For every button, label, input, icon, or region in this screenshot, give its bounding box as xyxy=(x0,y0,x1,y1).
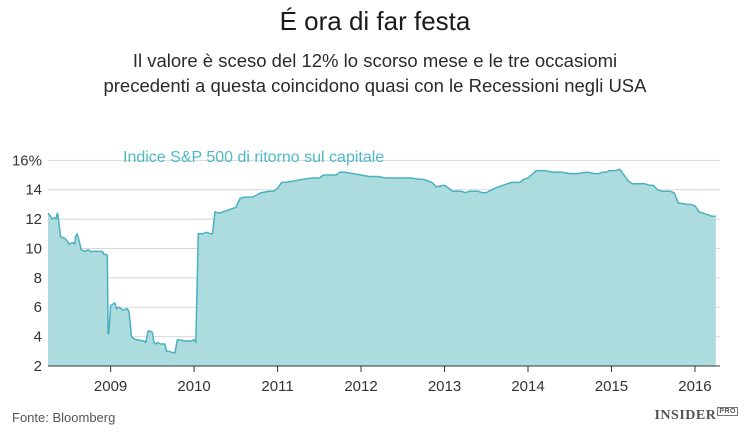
subtitle-line-2: precedenti a questa coincidono quasi con… xyxy=(103,75,647,96)
y-tick-label: 10 xyxy=(25,240,42,257)
y-tick-label: 12 xyxy=(25,211,42,228)
x-tick-label: 2014 xyxy=(511,378,544,395)
x-tick-label: 2013 xyxy=(428,378,461,395)
x-tick-label: 2011 xyxy=(261,378,293,395)
brand-logo: INSIDER PRO xyxy=(654,407,738,424)
chart-subtitle: Il valore è sceso del 12% lo scorso mese… xyxy=(0,48,750,98)
x-tick-label: 2010 xyxy=(177,378,210,395)
x-tick-label: 2012 xyxy=(344,378,377,395)
series-line xyxy=(47,168,716,354)
source-note: Fonte: Bloomberg xyxy=(12,410,116,425)
subtitle-line-1: Il valore è sceso del 12% lo scorso mese… xyxy=(132,50,618,71)
y-tick-label: 16% xyxy=(12,152,42,169)
y-tick-label: 6 xyxy=(34,299,42,316)
series-label: Indice S&P 500 di ritorno sul capitale xyxy=(123,149,384,166)
y-tick-label: 2 xyxy=(34,358,42,375)
x-tick-label: 2009 xyxy=(94,378,127,395)
y-tick-label: 14 xyxy=(25,182,42,199)
brand-suffix: PRO xyxy=(717,407,738,417)
y-tick-label: 4 xyxy=(34,329,42,346)
series-area xyxy=(48,169,716,366)
brand-name: INSIDER xyxy=(654,408,717,423)
y-tick-label: 8 xyxy=(34,270,42,287)
x-tick-label: 2015 xyxy=(595,378,628,395)
x-tick-label: 2016 xyxy=(678,378,711,395)
chart-title: É ora di far festa xyxy=(279,6,471,36)
